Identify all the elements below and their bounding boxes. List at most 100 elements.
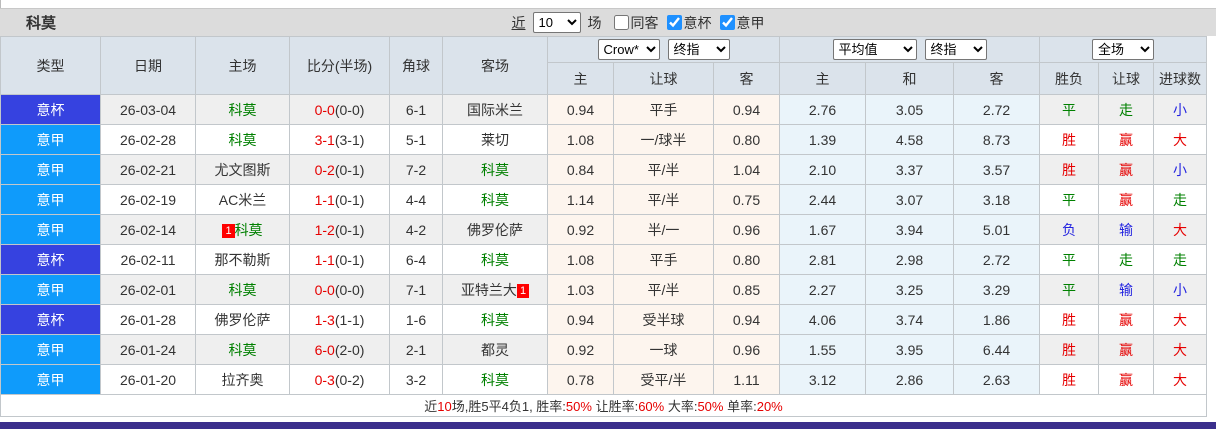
result-cell: 胜 [1039,334,1100,365]
home-team-name: 科莫 [234,221,263,238]
half-score: (2-0) [334,341,365,358]
summary-segment: 场,胜5平4负1, [451,399,537,414]
avg-draw: 3.74 [865,304,955,335]
home-team-cell: AC米兰 [195,184,290,215]
odds-handicap: 平/半 [613,184,714,215]
subcol-avg-draw: 和 [865,62,955,95]
avg-stage-select[interactable]: 终指 [924,39,987,60]
result-text: 胜 [1062,371,1077,388]
corners-cell: 7-1 [389,274,443,305]
avg-home: 1.55 [779,334,867,365]
goals-result-cell: 大 [1153,334,1208,365]
match-row: 意杯 26-01-28 佛罗伦萨 1-3(1-1) 1-6 科莫 0.94 受半… [0,304,1208,335]
col-header-date: 日期 [100,36,196,95]
corners-cell: 2-1 [389,334,443,365]
goals-result-cell: 大 [1153,364,1208,395]
odds-away: 0.96 [712,214,781,245]
filter-checkbox-input[interactable] [666,15,682,30]
avg-draw: 3.25 [865,274,955,305]
home-team-name: 佛罗伦萨 [214,311,271,328]
handicap-result-cell: 赢 [1098,154,1155,185]
score-cell: 1-1(0-1) [289,184,390,215]
summary-segment: 近 [424,399,438,414]
away-team-name: 国际米兰 [467,101,523,118]
goals-result-text: 大 [1173,341,1188,358]
half-score: (0-2) [334,371,365,388]
filter-checkbox[interactable]: 同客 [613,13,659,33]
subcol-goals-result: 进球数 [1153,62,1208,95]
avg-home: 2.27 [779,274,867,305]
match-row: 意杯 26-02-11 那不勒斯 1-1(0-1) 6-4 科莫 1.08 平手… [0,244,1208,275]
filter-checkbox[interactable]: 意杯 [666,13,712,33]
col-header-home: 主场 [195,36,290,95]
home-team-name: 科莫 [228,341,257,358]
home-team-name: 拉齐奥 [221,371,264,388]
odds-company-select[interactable]: Crow* [597,39,660,60]
goals-result-text: 小 [1173,281,1188,298]
avg-away: 2.72 [953,94,1041,125]
score-cell: 1-1(0-1) [289,244,390,275]
match-row: 意甲 26-02-21 尤文图斯 0-2(0-1) 7-2 科莫 0.84 平/… [0,154,1208,185]
odds-home: 0.94 [547,304,614,335]
match-date: 26-01-28 [100,304,196,335]
near-games-select[interactable]: 10 [532,12,581,33]
corners-cell: 6-4 [389,244,443,275]
avg-home: 1.39 [779,124,867,155]
odds-away: 0.85 [712,274,781,305]
page-top-strip [0,0,26,8]
home-team-cell: 拉齐奥 [195,364,290,395]
goals-result-text: 走 [1173,191,1188,208]
avg-away: 6.44 [953,334,1041,365]
red-card-icon: 1 [222,223,235,238]
goals-result-cell: 走 [1153,244,1208,275]
home-team-cell: 科莫 [195,94,290,125]
away-team-cell: 科莫 [442,154,548,185]
odds-home: 0.78 [547,364,614,395]
goals-result-cell: 小 [1153,274,1208,305]
subcol-avg-away: 客 [953,62,1041,95]
half-score: (0-0) [334,101,365,118]
handicap-result-text: 赢 [1119,191,1134,208]
result-text: 平 [1062,101,1077,118]
avg-draw: 2.86 [865,364,955,395]
subcol-result: 胜负 [1039,62,1100,95]
odds-handicap: 平/半 [613,154,714,185]
filter-checkbox-input[interactable] [613,15,629,30]
odds-stage-select[interactable]: 终指 [667,39,730,60]
half-score: (0-1) [334,221,365,238]
avg-company-select[interactable]: 平均值 [832,39,917,60]
avg-away: 3.18 [953,184,1041,215]
league-badge: 意甲 [0,334,101,365]
odds-home: 0.92 [547,214,614,245]
near-label[interactable]: 近 [511,14,526,31]
goals-result-text: 走 [1173,251,1188,268]
odds-away: 0.94 [712,304,781,335]
title-band: 科莫 近 10 场 同客 意杯 意甲 [0,8,1216,36]
odds-away: 0.96 [712,334,781,365]
match-date: 26-02-11 [100,244,196,275]
home-team-name: 那不勒斯 [214,251,271,268]
result-cell: 胜 [1039,364,1100,395]
avg-draw: 3.07 [865,184,955,215]
avg-home: 2.81 [779,244,867,275]
result-cell: 胜 [1039,124,1100,155]
filter-checkbox-group: 同客 意杯 意甲 [606,13,765,33]
avg-home: 4.06 [779,304,867,335]
goals-result-cell: 小 [1153,94,1208,125]
scope-select[interactable]: 全场 [1092,39,1155,60]
odds-home: 1.08 [547,244,614,275]
goals-result-cell: 走 [1153,184,1208,215]
match-date: 26-01-20 [100,364,196,395]
filter-checkbox-input[interactable] [719,15,735,30]
goals-result-text: 大 [1173,311,1188,328]
away-team-name: 莱切 [481,131,509,148]
away-team-name: 科莫 [481,191,509,208]
handicap-result-text: 赢 [1119,131,1134,148]
league-badge: 意甲 [0,364,101,395]
filter-checkbox[interactable]: 意甲 [719,13,765,33]
half-score: (3-1) [334,131,365,148]
odds-home: 0.94 [547,94,614,125]
handicap-result-text: 输 [1119,281,1134,298]
league-badge: 意杯 [0,304,101,335]
half-score: (0-0) [334,281,365,298]
